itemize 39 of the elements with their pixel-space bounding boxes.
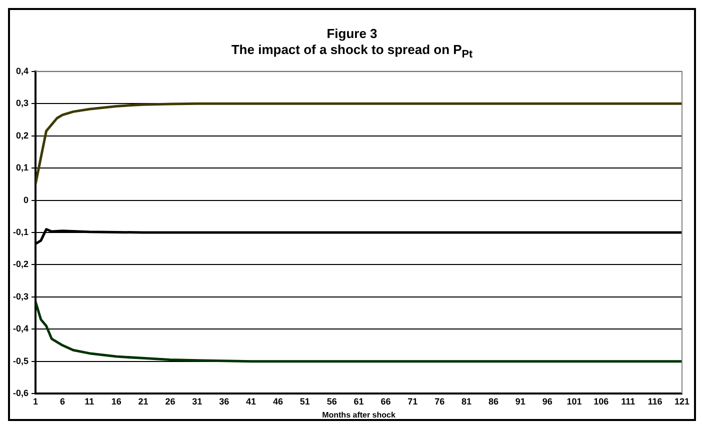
x-tick-label: 16 [111,396,122,406]
y-tick-label: -0,2 [12,258,29,269]
x-tick-label: 71 [408,396,418,406]
x-tick-label: 26 [165,396,176,406]
chart-title: Figure 3 [326,26,378,42]
x-tick-label: 56 [326,396,337,406]
x-tick-label: 106 [594,396,609,406]
y-tick-label: 0,1 [16,162,29,172]
y-tick-label: -0,4 [12,323,29,334]
x-tick-label: 21 [138,396,148,406]
chart-subtitle: The impact of a shock to spread on P$_{Pt}$ [230,42,474,63]
x-tick-label: 41 [246,396,256,406]
x-tick-label: 46 [272,396,283,406]
y-tick-label: 0,2 [16,130,29,140]
x-tick-label: 116 [648,396,662,406]
x-tick-label: 86 [488,396,498,406]
x-tick-label: 91 [515,396,526,406]
x-tick-label: 11 [84,396,94,406]
y-tick-label: -0,5 [12,355,29,366]
x-tick-label: 121 [674,396,690,406]
x-tick-label: 81 [461,396,472,406]
x-tick-label: 51 [300,396,310,406]
x-axis-title: Months after shock [322,410,396,419]
y-tick-label: -0,3 [12,291,29,302]
x-tick-label: 1 [33,396,38,406]
x-tick-label: 61 [354,396,364,406]
x-tick-label: 111 [621,396,636,406]
y-tick-label: -0,6 [12,388,29,398]
x-tick-label: 31 [192,396,202,406]
x-tick-label: 6 [60,396,65,406]
y-tick-label: 0 [23,194,29,204]
x-tick-label: 36 [219,396,230,406]
y-tick-label: 0,4 [16,65,29,76]
x-tick-label: 76 [434,396,445,406]
y-tick-label: 0,3 [16,98,29,108]
x-tick-label: 96 [542,396,552,406]
y-tick-label: -0,1 [12,226,29,237]
x-tick-label: 66 [380,396,391,406]
x-tick-label: 101 [566,396,582,406]
